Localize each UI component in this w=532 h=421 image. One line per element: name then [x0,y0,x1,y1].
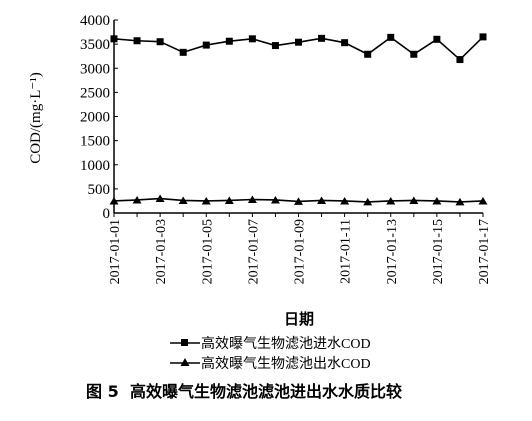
x-tick-label: 2017-01-05 [200,219,215,284]
x-tick-label: 2017-01-11 [339,219,354,284]
y-tick-label: 3500 [80,37,110,53]
data-point-outflow [270,195,280,204]
data-point-outflow [478,196,488,205]
legend-marker-triangle [180,358,190,366]
figure-number: 图 5 [86,382,119,401]
data-point-inflow [248,35,256,43]
data-point-outflow [155,194,165,203]
data-point-outflow [247,195,257,203]
data-point-outflow [109,196,119,205]
y-tick-label: 0 [103,206,111,222]
x-axis-ticks: 2017-01-01 2017-01-03 2017-01-05 2017-01-07… [108,213,492,284]
x-tick-label: 2017-01-07 [246,219,261,284]
data-point-outflow [386,196,396,205]
x-tick-label: 2017-01-13 [385,219,400,284]
data-point-outflow [363,197,373,206]
data-point-outflow [317,196,327,204]
data-point-outflow [132,195,142,204]
x-tick-label: 2017-01-09 [293,219,308,284]
x-tick-label: 2017-01-03 [154,219,169,284]
data-point-inflow [110,35,118,43]
y-axis-title: COD/(mg·L⁻¹) [28,72,44,164]
y-tick-label: 3000 [80,61,110,77]
data-point-outflow [224,196,234,204]
x-axis-title: 日期 [284,310,314,328]
data-point-outflow [432,196,442,205]
data-point-inflow [341,39,349,47]
data-point-inflow [410,50,418,58]
legend-item-outflow: 高效曝气生物滤池出水COD [170,355,371,372]
x-tick-label: 2017-01-15 [431,219,446,284]
data-point-inflow [156,38,164,46]
y-tick-label: 1500 [80,134,110,150]
data-point-inflow [433,35,441,43]
data-point-outflow [340,196,350,205]
y-tick-label: 2000 [80,110,110,126]
series-layer [109,33,488,206]
data-point-inflow [225,37,233,45]
data-point-inflow [202,41,210,49]
data-point-inflow [271,42,279,50]
legend-label-inflow: 高效曝气生物滤池进水COD [201,335,371,352]
legend-marker-square [181,339,188,346]
data-point-inflow [387,33,395,41]
legend-item-inflow: 高效曝气生物滤池进水COD [170,335,371,352]
data-point-outflow [201,196,211,205]
y-tick-label: 4000 [80,13,110,29]
legend: 高效曝气生物滤池进水COD 高效曝气生物滤池出水COD [170,335,371,372]
data-point-inflow [456,56,464,64]
y-tick-label: 500 [88,182,111,198]
data-point-inflow [133,37,141,45]
figure-caption: 高效曝气生物滤池滤池进出水水质比较 [130,382,402,401]
data-point-inflow [364,50,372,58]
data-point-inflow [295,38,302,46]
data-point-inflow [479,33,487,41]
data-point-inflow [318,34,326,42]
y-tick-label: 1000 [80,158,110,174]
y-axis-ticks: 0 500 1000 1500 2000 2500 3000 3500 4000 [80,13,118,222]
data-point-inflow [179,48,187,56]
data-point-outflow [178,196,188,204]
data-point-outflow [455,197,465,206]
x-tick-label: 2017-01-17 [477,219,492,284]
data-point-outflow [409,196,419,204]
y-tick-label: 2500 [80,85,110,101]
data-point-outflow [294,197,303,205]
legend-label-outflow: 高效曝气生物滤池出水COD [201,355,371,372]
x-tick-label: 2017-01-01 [108,219,123,284]
